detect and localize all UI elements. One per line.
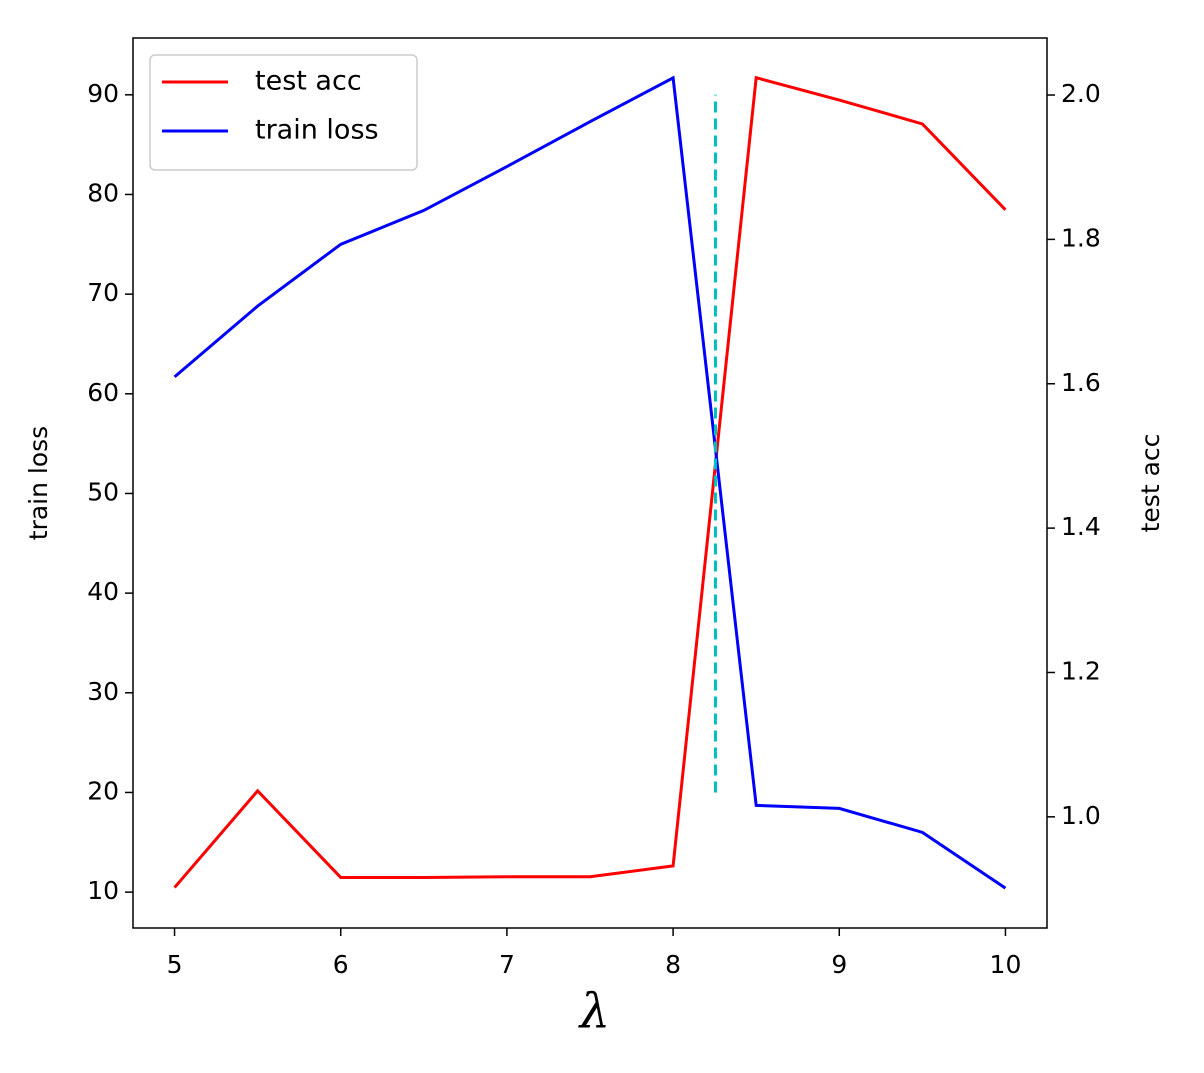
y-tick-label: 10 bbox=[87, 876, 119, 905]
y2-tick-label: 1.2 bbox=[1061, 656, 1101, 685]
y-tick-label: 30 bbox=[87, 677, 119, 706]
line-series bbox=[173, 75, 1007, 889]
y2-tick-label: 1.0 bbox=[1061, 801, 1101, 830]
y2-tick-label: 1.6 bbox=[1061, 368, 1101, 397]
y-tick-label: 80 bbox=[87, 178, 119, 207]
y-tick-label: 40 bbox=[87, 577, 119, 606]
legend-label: train loss bbox=[255, 115, 379, 146]
line-series bbox=[173, 75, 1007, 890]
y2-tick-label: 1.4 bbox=[1061, 512, 1101, 541]
y-tick-label: 90 bbox=[87, 79, 119, 108]
y2-tick-label: 1.8 bbox=[1061, 223, 1101, 252]
y-tick-label: 70 bbox=[87, 278, 119, 307]
y2-axis-label: test acc bbox=[1136, 434, 1165, 533]
y-tick-label: 20 bbox=[87, 776, 119, 805]
plot-frame bbox=[132, 37, 1048, 929]
legend-label: test acc bbox=[255, 66, 362, 97]
x-tick-label: 5 bbox=[167, 950, 183, 979]
y-tick-label: 50 bbox=[87, 477, 119, 506]
x-axis-label: λ bbox=[578, 984, 610, 1040]
legend-box bbox=[149, 54, 418, 171]
y2-tick-label: 2.0 bbox=[1061, 79, 1101, 108]
x-tick-label: 7 bbox=[499, 950, 515, 979]
y-tick-label: 60 bbox=[87, 378, 119, 407]
x-tick-label: 6 bbox=[333, 950, 349, 979]
x-tick-label: 9 bbox=[831, 950, 847, 979]
x-tick-label: 8 bbox=[665, 950, 681, 979]
x-tick-label: 10 bbox=[990, 950, 1022, 979]
y-axis-label: train loss bbox=[24, 426, 53, 540]
